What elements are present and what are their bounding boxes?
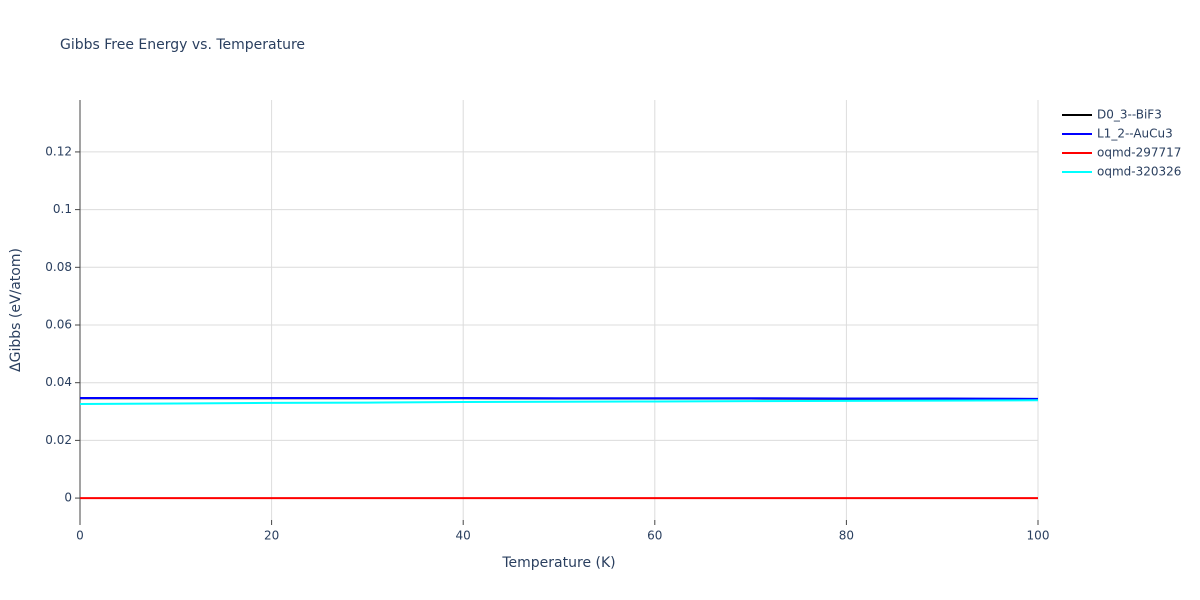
x-tick-label: 20 <box>264 529 279 543</box>
x-tick-label: 60 <box>647 529 662 543</box>
x-tick-label: 0 <box>76 529 84 543</box>
chart-title: Gibbs Free Energy vs. Temperature <box>60 37 305 53</box>
y-tick-label: 0.06 <box>45 318 72 332</box>
y-axis-label: ΔGibbs (eV/atom) <box>8 248 24 372</box>
legend-label: L1_2--AuCu3 <box>1097 127 1173 141</box>
y-tick-label: 0.02 <box>45 433 72 447</box>
x-tick-label: 100 <box>1027 529 1050 543</box>
y-tick-label: 0.12 <box>45 144 72 158</box>
legend-label: oqmd-320326 <box>1097 165 1181 179</box>
y-tick-label: 0.04 <box>45 375 72 389</box>
x-tick-label: 40 <box>456 529 471 543</box>
y-tick-label: 0.1 <box>53 202 72 216</box>
x-tick-label: 80 <box>839 529 854 543</box>
y-tick-label: 0.08 <box>45 260 72 274</box>
x-axis-label: Temperature (K) <box>501 555 615 571</box>
legend-label: oqmd-297717 <box>1097 146 1181 160</box>
legend-label: D0_3--BiF3 <box>1097 108 1162 122</box>
series-line <box>79 399 1039 406</box>
y-tick-label: 0 <box>64 491 72 505</box>
series-line <box>80 396 1039 400</box>
